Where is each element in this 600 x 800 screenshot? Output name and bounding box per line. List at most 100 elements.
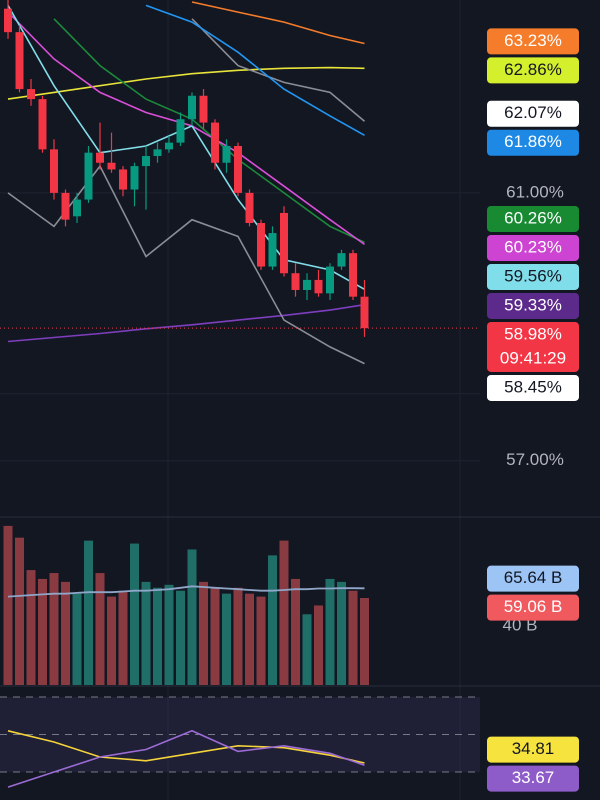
candle-body	[130, 166, 139, 190]
candle-body	[142, 156, 150, 167]
volume-bar	[268, 555, 277, 685]
price-tag: 59.56%	[487, 263, 579, 290]
price-tag-box	[487, 374, 579, 401]
price-tag: 60.23%	[487, 234, 579, 261]
volume-bar	[95, 573, 105, 685]
price-tag-box	[487, 129, 579, 156]
volume-bar	[141, 581, 151, 685]
price-tag-label: 33.67	[512, 768, 555, 787]
moving-average-line	[7, 5, 365, 290]
candle-body	[280, 212, 288, 274]
price-tag: 62.07%	[487, 100, 579, 127]
volume-bar	[210, 587, 220, 685]
price-tag: 33.67	[487, 765, 579, 792]
volume-bar	[256, 596, 266, 685]
price-tag-box	[487, 321, 579, 372]
price-tag: 34.81	[487, 736, 579, 763]
candle-body	[326, 266, 334, 294]
candle-body	[199, 95, 208, 123]
price-tag-label: 62.86%	[504, 60, 562, 79]
price-tag: 65.64 B	[487, 565, 579, 592]
price-tag: 61.86%	[487, 129, 579, 156]
volume-bar	[130, 543, 139, 685]
candle-body	[61, 192, 70, 220]
price-tag-box	[487, 234, 579, 261]
candle-body	[107, 162, 116, 170]
indicator-line	[7, 729, 365, 788]
price-tag-box	[487, 565, 579, 592]
candle-body	[257, 223, 265, 267]
price-tag: 62.86%	[487, 57, 579, 84]
candle-body	[176, 119, 185, 143]
price-tag-box	[487, 263, 579, 290]
price-tag-box	[487, 594, 579, 621]
volume-bar	[302, 614, 312, 685]
volume-bar	[314, 605, 323, 685]
candle-body	[234, 145, 242, 193]
candle-body	[96, 152, 104, 163]
price-tag-box	[487, 765, 579, 792]
candle-body	[360, 296, 369, 329]
volume-bar	[337, 581, 346, 685]
candle-body	[27, 89, 35, 100]
candle-body	[119, 169, 127, 190]
volume-bar	[107, 596, 116, 685]
moving-average-line	[191, 18, 366, 122]
candle-body	[314, 279, 323, 294]
price-tag-box	[487, 100, 579, 127]
price-tag: 59.06 B	[487, 594, 579, 621]
volume-bar	[118, 590, 128, 685]
candle-body	[211, 122, 219, 163]
volume-bar	[176, 590, 185, 685]
price-tag: 63.23%	[487, 28, 579, 55]
volume-bar	[61, 581, 70, 685]
moving-average-line	[7, 303, 365, 343]
moving-average-line	[7, 66, 365, 100]
price-tag-label: 58.45%	[504, 377, 562, 396]
price-tag-box	[487, 736, 579, 763]
moving-average-line	[191, 1, 365, 45]
volume-bar	[199, 581, 208, 685]
price-tag-label: 58.98%	[504, 324, 562, 343]
price-tag-label: 59.56%	[504, 266, 562, 285]
volume-bar	[26, 570, 36, 685]
price-tag-label: 60.23%	[504, 237, 562, 256]
volume-bar	[279, 540, 289, 685]
volume-bar	[49, 573, 59, 685]
volume-bar	[245, 593, 254, 685]
price-tag-label: 63.23%	[504, 31, 562, 50]
candle-body	[303, 279, 311, 290]
volume-bar	[360, 597, 369, 685]
price-tag: 58.45%	[487, 374, 579, 401]
volume-bar	[164, 584, 174, 685]
moving-average-line	[145, 4, 365, 136]
price-tag-box	[487, 57, 579, 84]
volume-bar	[84, 540, 93, 685]
candle-body	[245, 192, 254, 224]
price-tag-label: 65.64 B	[504, 568, 563, 587]
volume-bar	[291, 578, 300, 685]
candle-body	[50, 149, 58, 193]
price-tag: 60.26%	[487, 205, 579, 232]
candle-body	[153, 149, 162, 157]
price-tag-label: 59.33%	[504, 295, 562, 314]
y-tick-label: 57.00%	[506, 450, 564, 469]
price-tag-label: 62.07%	[504, 103, 562, 122]
candle-body	[84, 152, 93, 200]
volume-bar	[38, 578, 47, 685]
candle-body	[291, 273, 300, 290]
price-tag: 58.98% 09:41:29	[487, 321, 579, 372]
price-tag-label: 59.06 B	[504, 597, 563, 616]
candle-body	[188, 95, 196, 120]
candle-body	[15, 32, 24, 90]
candle-body	[73, 199, 81, 217]
price-tag: 59.33%	[487, 292, 579, 319]
volume-bar	[325, 578, 335, 685]
moving-average-line	[7, 164, 365, 365]
volume-bar	[153, 587, 162, 685]
candle-body	[38, 99, 47, 150]
indicator-line	[7, 730, 365, 764]
candle-body	[349, 253, 357, 297]
